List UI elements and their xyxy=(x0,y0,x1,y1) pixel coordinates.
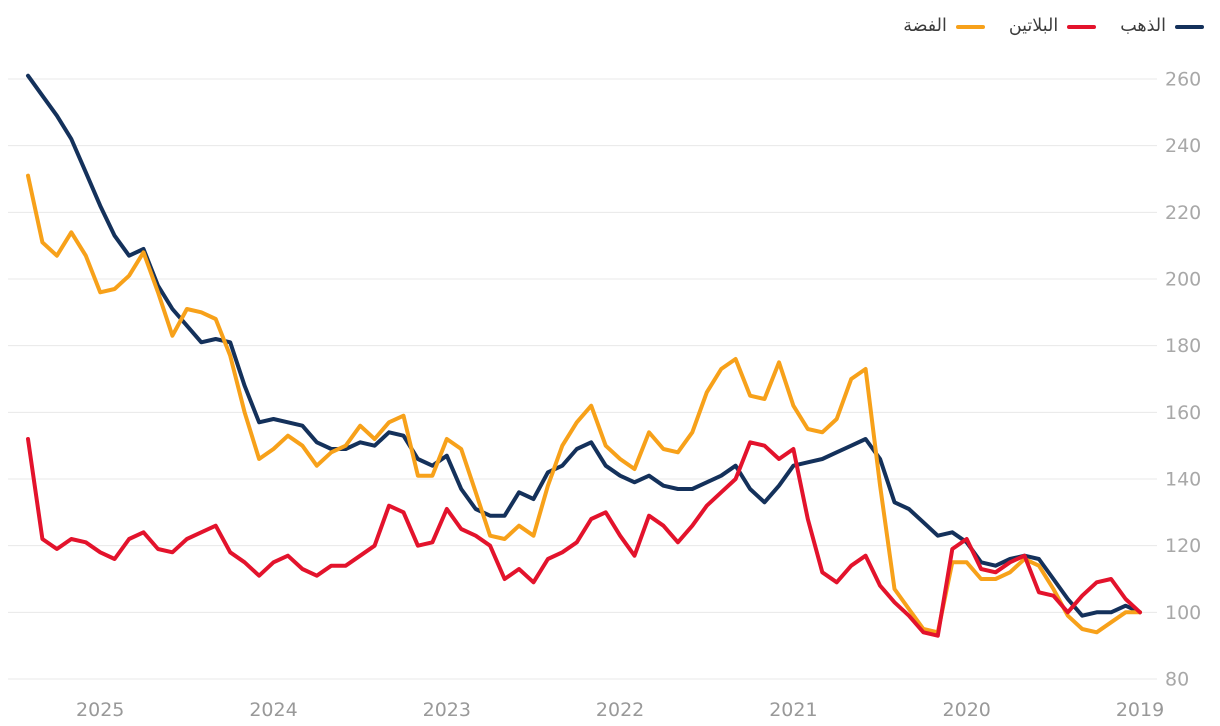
x-axis-label-2021: 2021 xyxy=(769,699,817,721)
chart-legend: الذهب البلاتين الفضة xyxy=(903,16,1204,36)
y-axis-label-200: 200 xyxy=(1165,269,1201,291)
x-axis-label-2023: 2023 xyxy=(423,699,471,721)
legend-label-platinum: البلاتين xyxy=(1008,16,1059,36)
y-axis-label-220: 220 xyxy=(1165,202,1201,224)
platinum-line-swatch xyxy=(1067,24,1097,29)
legend-label-gold: الذهب xyxy=(1120,16,1166,36)
y-axis-label-260: 260 xyxy=(1165,69,1201,91)
y-axis-label-240: 240 xyxy=(1165,135,1201,157)
platinum-line[interactable] xyxy=(26,437,1142,638)
x-axis-label-2025: 2025 xyxy=(76,699,124,721)
gold-line[interactable] xyxy=(26,73,1142,618)
y-axis-label-120: 120 xyxy=(1165,535,1201,557)
legend-item-silver[interactable]: الفضة xyxy=(903,16,985,36)
x-axis-label-2019: 2019 xyxy=(1116,699,1164,721)
silver-line-swatch xyxy=(955,24,985,29)
y-axis-label-180: 180 xyxy=(1165,335,1201,357)
y-axis-label-80: 80 xyxy=(1165,669,1189,691)
gold-line-swatch xyxy=(1175,24,1204,29)
silver-line[interactable] xyxy=(26,173,1142,635)
x-axis-label-2022: 2022 xyxy=(596,699,644,721)
x-axis-label-2020: 2020 xyxy=(943,699,991,721)
y-axis-label-160: 160 xyxy=(1165,402,1201,424)
y-axis-label-140: 140 xyxy=(1165,469,1201,491)
legend-item-platinum[interactable]: البلاتين xyxy=(1008,16,1097,36)
y-axis-label-100: 100 xyxy=(1165,602,1201,624)
legend-item-gold[interactable]: الذهب xyxy=(1120,16,1204,36)
x-axis-label-2024: 2024 xyxy=(249,699,297,721)
legend-label-silver: الفضة xyxy=(903,16,947,36)
